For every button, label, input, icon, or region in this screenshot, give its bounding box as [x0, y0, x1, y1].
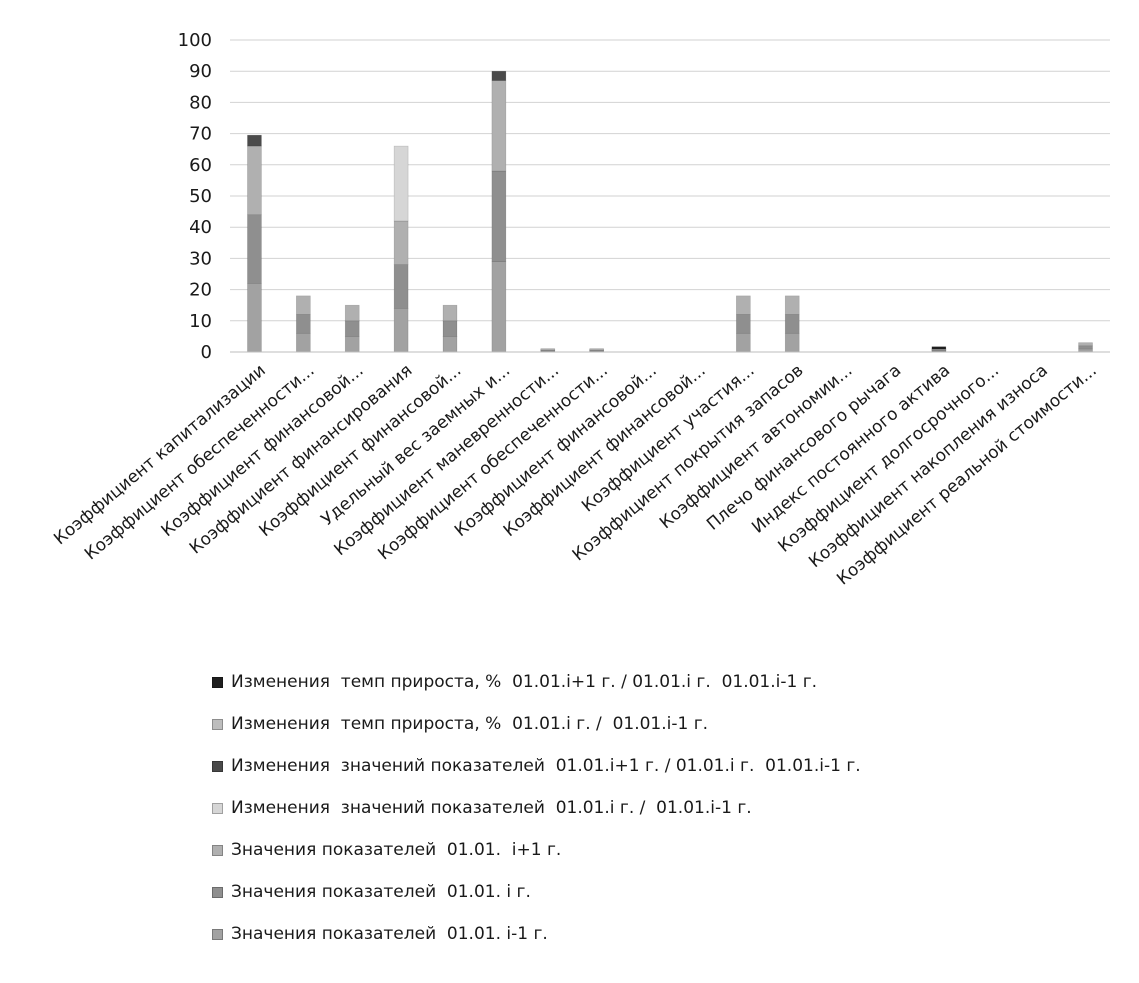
bar-segment	[393, 145, 409, 222]
bar-segment	[784, 295, 800, 315]
bar-segment	[393, 264, 409, 309]
bars	[247, 70, 1093, 353]
y-tick-label: 10	[189, 311, 212, 332]
legend-swatch	[212, 928, 223, 940]
bar-segment	[344, 304, 360, 322]
y-tick-label: 50	[189, 186, 212, 207]
chart-legend: Изменения темп прироста, % 01.01.i+1 г. …	[212, 660, 1112, 970]
bar-segment	[736, 295, 751, 315]
y-tick-label: 0	[201, 342, 212, 363]
y-axis-ticks: 0 10 20 30 40 50 60 70 80 90 100	[178, 30, 212, 363]
bar-segment	[344, 336, 360, 353]
bar-segment	[931, 346, 947, 350]
chart-plot-area: 0 10 20 30 40 50 60 70 80 90 100 Коэффициент капит…	[50, 30, 1110, 590]
y-tick-label: 40	[189, 217, 212, 238]
bar-segment	[491, 80, 507, 172]
legend-item: Значения показателей 01.01. i+1 г.	[212, 836, 561, 864]
gridlines	[230, 39, 1110, 322]
bar-segment	[442, 320, 458, 337]
bar-segment	[540, 348, 556, 351]
bar-segment	[247, 214, 262, 284]
legend-label: Значения показателей 01.01. i г.	[231, 882, 531, 902]
bar-segment	[442, 304, 458, 322]
y-tick-label: 70	[189, 124, 212, 145]
bar-segment	[736, 332, 751, 353]
legend-swatch	[212, 676, 223, 688]
y-tick-label: 20	[189, 280, 212, 301]
legend-item: Значения показателей 01.01. i-1 г.	[212, 920, 548, 948]
bar-segment	[784, 332, 800, 353]
y-tick-label: 90	[189, 61, 212, 82]
bar-segment	[247, 134, 262, 147]
bar-segment	[1078, 342, 1093, 347]
bar-segment	[491, 261, 507, 353]
bar-segment	[344, 320, 360, 337]
legend-swatch	[212, 718, 223, 730]
legend-label: Изменения значений показателей 01.01.i г…	[231, 798, 752, 818]
bar-segment	[393, 308, 409, 353]
bar-segment	[296, 295, 311, 315]
bar-segment	[491, 70, 507, 81]
legend-item: Изменения темп прироста, % 01.01.i+1 г. …	[212, 668, 817, 696]
y-tick-label: 30	[189, 248, 212, 269]
legend-label: Изменения темп прироста, % 01.01.i+1 г. …	[231, 672, 818, 692]
y-tick-label: 60	[189, 155, 212, 176]
bar-segment	[736, 314, 751, 334]
legend-item: Изменения значений показателей 01.01.i+1…	[212, 752, 861, 780]
bar-segment	[247, 145, 262, 216]
bar-segment	[296, 314, 311, 334]
legend-item: Изменения темп прироста, % 01.01.i г. / …	[212, 710, 708, 738]
legend-swatch	[212, 760, 223, 772]
legend-item: Изменения значений показателей 01.01.i г…	[212, 794, 752, 822]
bar-segment	[442, 336, 458, 353]
bar-segment	[491, 170, 507, 262]
legend-label: Значения показателей 01.01. i+1 г.	[231, 840, 562, 860]
legend-swatch	[212, 844, 223, 856]
bar-segment	[784, 314, 800, 334]
bar-segment	[393, 220, 409, 265]
legend-item: Значения показателей 01.01. i г.	[212, 878, 531, 906]
legend-label: Изменения значений показателей 01.01.i+1…	[231, 756, 861, 776]
bar-segment	[296, 332, 311, 353]
legend-label: Значения показателей 01.01. i-1 г.	[231, 924, 548, 944]
y-tick-label: 100	[178, 30, 212, 51]
bar-segment	[247, 283, 262, 353]
legend-swatch	[212, 886, 223, 898]
legend-swatch	[212, 802, 223, 814]
y-tick-label: 80	[189, 92, 212, 113]
legend-label: Изменения темп прироста, % 01.01.i г. / …	[231, 714, 709, 734]
bar-segment	[589, 348, 604, 351]
bar-segment	[1078, 345, 1093, 350]
